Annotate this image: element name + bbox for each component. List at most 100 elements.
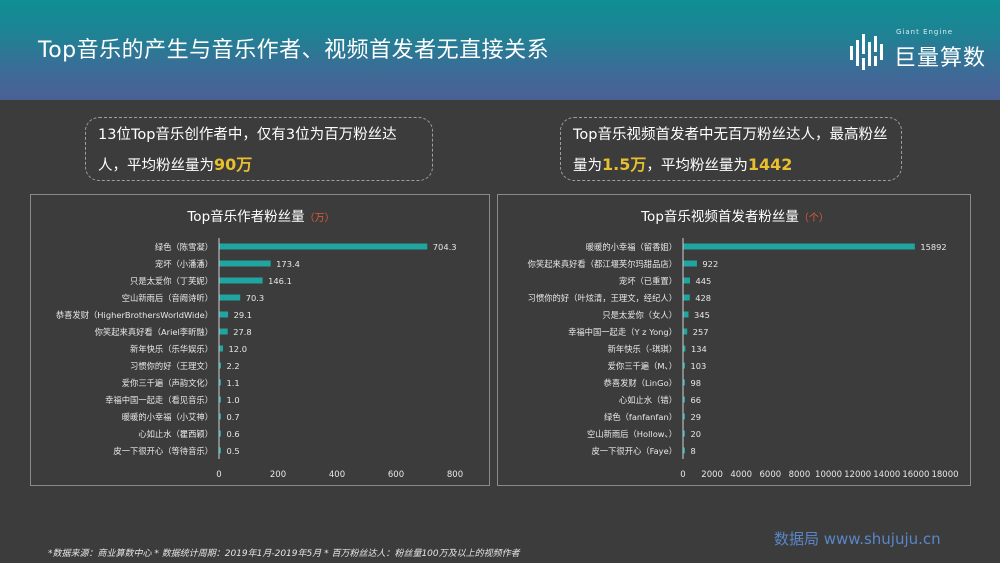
- bar: [683, 430, 685, 437]
- category-label: 习惯你的好（王理文）: [130, 361, 213, 371]
- x-tick-label: 4000: [730, 470, 752, 480]
- bar: [683, 243, 915, 250]
- bar: [683, 379, 685, 386]
- x-tick-label: 10000: [815, 470, 842, 480]
- logo-bars-icon: [850, 34, 883, 70]
- bar: [219, 294, 241, 301]
- bar: [683, 413, 685, 420]
- value-label: 1.1: [227, 378, 240, 388]
- value-label: 345: [694, 310, 710, 320]
- value-label: 2.2: [227, 361, 240, 371]
- publishers-chart-title: Top音乐视频首发者粉丝量（个）: [640, 208, 829, 225]
- category-label: 幸福中国一起走（Y z Yong）: [568, 327, 677, 337]
- bar: [219, 447, 221, 454]
- bar: [683, 396, 685, 403]
- x-tick-label: 12000: [844, 470, 871, 480]
- callout-right-text-1: Top音乐视频首发者中无百万粉丝达人，最高粉丝量为: [573, 127, 888, 174]
- bar: [219, 243, 428, 250]
- value-label: 20: [691, 429, 702, 439]
- category-label: 暖暖的小幸福（留香姐）: [586, 242, 677, 252]
- callout-right-highlight-1: 1.5万: [602, 155, 647, 174]
- bar: [219, 362, 221, 369]
- value-label: 0.5: [227, 446, 240, 456]
- category-label: 恭喜发财（HigherBrothersWorldWide）: [56, 310, 213, 320]
- x-tick-label: 200: [270, 470, 286, 480]
- category-label: 宠坏（小潘潘）: [155, 259, 213, 269]
- brand-logo: Giant Engine 巨量算数: [848, 28, 988, 76]
- value-label: 70.3: [246, 293, 264, 303]
- publishers-fans-chart: Top音乐视频首发者粉丝量（个） 暖暖的小幸福（留香姐） 15892 你笑起来真好看（…: [528, 208, 959, 480]
- value-label: 15892: [920, 242, 946, 252]
- category-label: 只是太爱你（丁芙妮）: [130, 276, 213, 286]
- bar: [219, 277, 263, 284]
- category-label: 爱你三千遍（M、）: [608, 361, 677, 371]
- bar: [219, 430, 221, 437]
- category-label: 绿色（陈雪凝）: [155, 242, 213, 252]
- x-tick-label: 0: [680, 470, 685, 480]
- category-label: 新年快乐（-琪琪）: [608, 344, 677, 354]
- x-tick-label: 6000: [760, 470, 782, 480]
- bar: [219, 260, 271, 267]
- authors-chart-title: Top音乐作者粉丝量（万）: [186, 208, 334, 225]
- callout-left-text: 13位Top音乐创作者中，仅有3位为百万粉丝达人，平均粉丝量为: [98, 127, 397, 174]
- x-tick-label: 16000: [902, 470, 929, 480]
- category-label: 心如止水（瞿西颖）: [138, 429, 213, 439]
- value-label: 704.3: [433, 242, 457, 252]
- category-label: 皮一下很开心（等待音乐）: [113, 446, 213, 456]
- x-tick-label: 400: [329, 470, 345, 480]
- bar: [219, 311, 229, 318]
- callout-music-authors: 13位Top音乐创作者中，仅有3位为百万粉丝达人，平均粉丝量为90万: [85, 117, 433, 181]
- chart-panel-authors: Top音乐作者粉丝量（万） 绿色（陈雪凝） 704.3 宠坏（小潘潘） 173.4 只是太…: [30, 194, 490, 486]
- value-label: 103: [691, 361, 707, 371]
- category-label: 皮一下很开心（Faye）: [592, 446, 678, 456]
- category-label: 暖暖的小幸福（小艾神）: [122, 412, 213, 422]
- value-label: 134: [691, 344, 707, 354]
- value-label: 29.1: [234, 310, 252, 320]
- page-title: Top音乐的产生与音乐作者、视频首发者无直接关系: [38, 38, 550, 63]
- header-banner: Top音乐的产生与音乐作者、视频首发者无直接关系 Giant Engine 巨量…: [0, 0, 1000, 100]
- category-label: 空山新雨后（Hollow、）: [587, 429, 677, 439]
- category-label: 你笑起来真好看（Ariel李昕融）: [95, 327, 213, 337]
- value-label: 29: [691, 412, 702, 422]
- authors-chart-title-unit: （万）: [305, 212, 335, 224]
- category-label: 习惯你的好（叶炫清，王理文，经纪人）: [528, 293, 677, 303]
- x-tick-label: 8000: [789, 470, 811, 480]
- bar: [219, 328, 228, 335]
- category-label: 爱你三千遍（声韵文化）: [122, 378, 213, 388]
- bar: [219, 413, 221, 420]
- logo-subtitle: Giant Engine: [896, 28, 954, 36]
- x-tick-label: 14000: [873, 470, 900, 480]
- bar: [683, 260, 697, 267]
- value-label: 66: [691, 395, 702, 405]
- value-label: 0.7: [227, 412, 240, 422]
- category-label: 空山新雨后（音阙诗听）: [122, 293, 213, 303]
- x-tick-label: 800: [447, 470, 463, 480]
- value-label: 27.8: [233, 327, 251, 337]
- bar: [219, 396, 221, 403]
- value-label: 1.0: [227, 395, 240, 405]
- bar: [683, 328, 688, 335]
- callout-left-highlight: 90万: [214, 155, 253, 174]
- authors-chart-title-text: Top音乐作者粉丝量: [186, 208, 304, 225]
- value-label: 0.6: [227, 429, 240, 439]
- bar: [683, 311, 689, 318]
- bar: [683, 447, 685, 454]
- bar: [683, 345, 686, 352]
- value-label: 445: [695, 276, 711, 286]
- x-tick-label: 0: [216, 470, 221, 480]
- value-label: 12.0: [229, 344, 247, 354]
- x-tick-label: 600: [388, 470, 404, 480]
- category-label: 绿色（fanfanfan）: [604, 412, 677, 422]
- x-tick-label: 2000: [701, 470, 723, 480]
- publishers-chart-title-text: Top音乐视频首发者粉丝量: [640, 208, 799, 225]
- category-label: 心如止水（错）: [619, 395, 677, 405]
- category-label: 你笑起来真好看（都江堰芙尔玛甜品店）: [528, 259, 677, 269]
- category-label: 恭喜发财（LinGo）: [604, 378, 677, 388]
- value-label: 257: [693, 327, 709, 337]
- category-label: 宠坏（已重置）: [619, 276, 677, 286]
- category-label: 新年快乐（乐华娱乐）: [130, 344, 213, 354]
- bar: [219, 379, 221, 386]
- bar: [683, 294, 690, 301]
- publishers-chart-title-unit: （个）: [799, 212, 829, 224]
- callout-right-highlight-2: 1442: [747, 155, 793, 174]
